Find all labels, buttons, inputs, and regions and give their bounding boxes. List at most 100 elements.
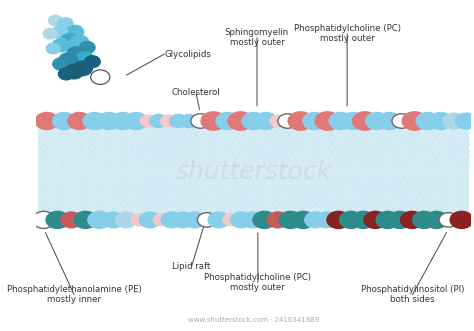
- Circle shape: [352, 111, 378, 131]
- Circle shape: [377, 112, 401, 130]
- Circle shape: [139, 115, 157, 127]
- Circle shape: [124, 112, 148, 130]
- Circle shape: [160, 211, 183, 228]
- Circle shape: [43, 28, 57, 39]
- Circle shape: [197, 213, 217, 227]
- Circle shape: [87, 211, 111, 229]
- Circle shape: [315, 211, 338, 228]
- Circle shape: [52, 112, 76, 130]
- Circle shape: [341, 112, 365, 130]
- Circle shape: [60, 34, 79, 48]
- Circle shape: [241, 112, 266, 130]
- Circle shape: [401, 111, 428, 131]
- Circle shape: [388, 211, 412, 229]
- Circle shape: [314, 111, 341, 131]
- Circle shape: [428, 112, 453, 130]
- Circle shape: [111, 112, 135, 130]
- Circle shape: [91, 70, 110, 84]
- Circle shape: [339, 211, 363, 229]
- Text: Glycolipids: Glycolipids: [164, 50, 211, 59]
- Circle shape: [400, 211, 424, 229]
- Circle shape: [201, 111, 227, 131]
- Circle shape: [252, 211, 277, 229]
- Text: www.shutterstock.com · 2416341889: www.shutterstock.com · 2416341889: [188, 317, 319, 323]
- Circle shape: [131, 213, 148, 226]
- Circle shape: [169, 114, 188, 128]
- Circle shape: [442, 113, 465, 129]
- Text: Cholesterol: Cholesterol: [172, 88, 220, 98]
- Circle shape: [287, 111, 314, 131]
- Circle shape: [53, 58, 68, 70]
- Circle shape: [52, 39, 70, 52]
- Circle shape: [228, 111, 254, 131]
- Circle shape: [70, 35, 89, 50]
- Circle shape: [180, 114, 199, 128]
- Circle shape: [153, 213, 170, 226]
- Circle shape: [52, 26, 68, 38]
- Circle shape: [291, 211, 315, 229]
- Circle shape: [67, 112, 91, 130]
- Circle shape: [254, 112, 278, 130]
- Circle shape: [351, 211, 375, 229]
- Circle shape: [79, 42, 95, 53]
- Circle shape: [160, 115, 177, 127]
- Circle shape: [73, 211, 98, 229]
- Circle shape: [326, 211, 351, 229]
- Circle shape: [149, 114, 168, 128]
- Circle shape: [191, 114, 210, 128]
- Circle shape: [46, 43, 60, 54]
- Circle shape: [64, 64, 84, 79]
- Circle shape: [76, 52, 93, 65]
- Circle shape: [412, 211, 437, 229]
- Circle shape: [102, 211, 125, 228]
- Circle shape: [67, 47, 86, 61]
- Circle shape: [183, 211, 206, 228]
- Circle shape: [57, 18, 73, 30]
- Circle shape: [97, 112, 121, 130]
- Text: shutterstock: shutterstock: [175, 160, 332, 184]
- Circle shape: [365, 112, 389, 130]
- Circle shape: [115, 211, 137, 228]
- Circle shape: [304, 211, 327, 228]
- FancyBboxPatch shape: [38, 119, 469, 170]
- Text: Sphingomyelin
mostly outer: Sphingomyelin mostly outer: [225, 28, 289, 47]
- FancyBboxPatch shape: [38, 170, 469, 221]
- Text: Phosphatidylcholine (PC)
mostly outer: Phosphatidylcholine (PC) mostly outer: [293, 24, 401, 43]
- Circle shape: [66, 25, 84, 39]
- Circle shape: [59, 53, 78, 67]
- Circle shape: [266, 211, 289, 228]
- Circle shape: [207, 211, 230, 228]
- Circle shape: [424, 211, 448, 229]
- Circle shape: [32, 211, 55, 228]
- Circle shape: [230, 211, 253, 228]
- Circle shape: [278, 114, 297, 128]
- Circle shape: [375, 211, 400, 229]
- Circle shape: [439, 213, 458, 227]
- Circle shape: [328, 112, 353, 130]
- Circle shape: [222, 213, 239, 226]
- Circle shape: [449, 211, 474, 229]
- Circle shape: [82, 112, 107, 130]
- Circle shape: [35, 112, 59, 130]
- Circle shape: [138, 211, 161, 228]
- Circle shape: [416, 112, 440, 130]
- Circle shape: [58, 68, 74, 80]
- Circle shape: [172, 211, 194, 228]
- Circle shape: [84, 56, 100, 68]
- Circle shape: [302, 112, 327, 130]
- Circle shape: [241, 211, 264, 228]
- Circle shape: [269, 115, 287, 127]
- Text: Phosphatidylcholine (PC)
mostly outer: Phosphatidylcholine (PC) mostly outer: [204, 273, 311, 292]
- Text: Phosphatidylethanolamine (PE)
mostly inner: Phosphatidylethanolamine (PE) mostly inn…: [7, 285, 142, 305]
- Circle shape: [455, 113, 474, 129]
- Circle shape: [215, 112, 239, 130]
- Circle shape: [363, 211, 388, 229]
- Text: Lipid raft: Lipid raft: [173, 261, 211, 270]
- Circle shape: [392, 114, 411, 128]
- Circle shape: [48, 15, 63, 26]
- Circle shape: [278, 211, 303, 229]
- Circle shape: [46, 211, 70, 229]
- Circle shape: [60, 211, 83, 228]
- Text: Phosphatidylinositol (PI)
both sides: Phosphatidylinositol (PI) both sides: [361, 285, 464, 305]
- Circle shape: [73, 61, 92, 75]
